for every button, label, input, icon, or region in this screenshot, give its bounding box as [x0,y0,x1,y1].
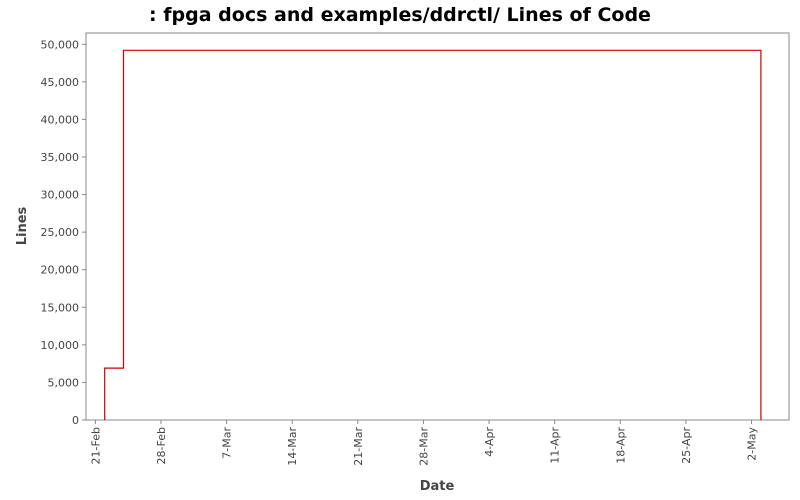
x-axis-label: Date [420,479,455,494]
series-line-lines [104,49,762,420]
x-tick-label: 4-Apr [483,427,496,457]
y-tick-label: 10,000 [41,339,80,352]
y-tick-label: 40,000 [41,113,80,126]
y-axis-label: Lines [15,206,30,245]
y-tick-label: 35,000 [41,151,80,164]
x-tick-label: 7-Mar [221,427,234,459]
x-tick-label: 21-Feb [89,427,102,464]
x-tick-label: 2-May [746,427,759,461]
x-tick-label: 11-Apr [549,427,562,464]
x-tick-label: 14-Mar [286,427,299,466]
y-tick-label: 30,000 [41,189,80,202]
x-tick-label: 18-Apr [614,427,627,464]
y-tick-label: 20,000 [41,264,80,277]
x-axis: 21-Feb 28-Feb 7-Mar 14-Mar 21-Mar 28-Mar 4-Apr… [89,420,759,466]
x-tick-label: 25-Apr [680,427,693,464]
y-axis: 0 5,000 10,000 15,000 20,000 25,000 30,000 35,0… [41,38,86,427]
x-tick-label: 28-Mar [417,427,430,466]
plot-area [85,32,790,421]
y-tick-label: 5,000 [48,376,80,389]
y-tick-label: 45,000 [41,76,80,89]
x-tick-label: 28-Feb [155,427,168,464]
chart-title: : fpga docs and examples/ddrctl/ Lines o… [149,4,651,26]
y-tick-label: 0 [72,414,79,427]
y-tick-label: 50,000 [41,38,80,51]
y-tick-label: 15,000 [41,301,80,314]
x-tick-label: 21-Mar [352,427,365,466]
y-tick-label: 25,000 [41,226,80,239]
